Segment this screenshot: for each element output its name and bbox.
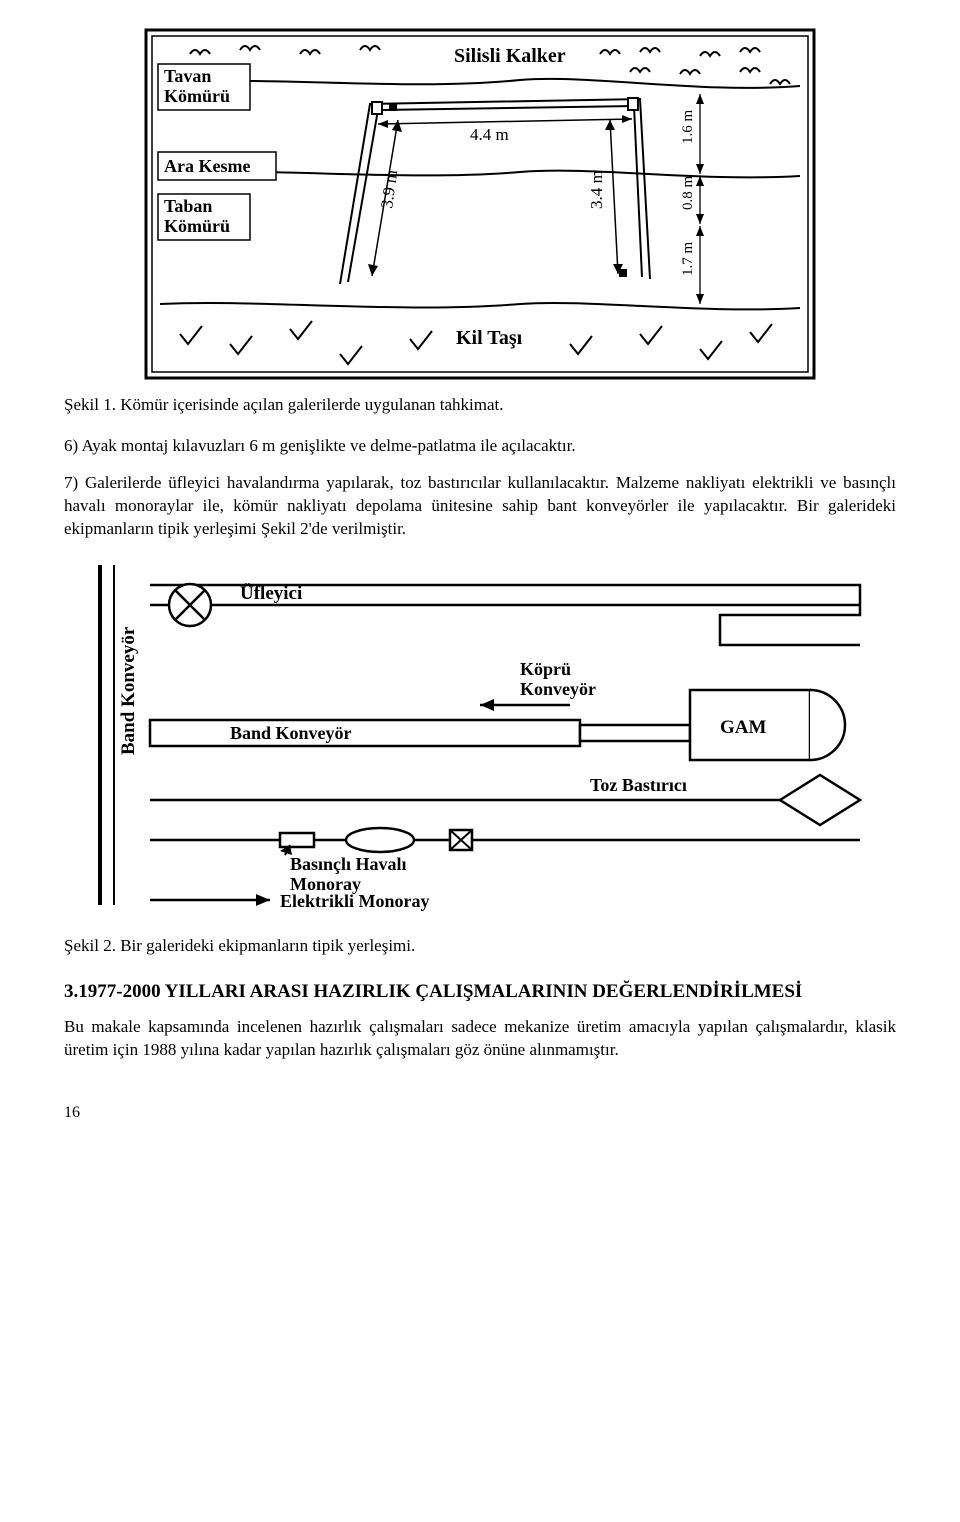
- fig2-label-band-vertical: Band Konveyör: [118, 626, 139, 755]
- fig1-label-tavan2: Kömürü: [164, 86, 230, 106]
- fig1-label-silisli: Silisli Kalker: [454, 45, 566, 67]
- fig2-label-elektrikli: Elektrikli Monoray: [280, 891, 430, 911]
- paragraph-7: 7) Galerilerde üfleyici havalandırma yap…: [64, 472, 896, 541]
- figure-2: Band Konveyör Üfleyici Band Konveyör Köp…: [64, 555, 896, 925]
- paragraph-last: Bu makale kapsamında incelenen hazırlık …: [64, 1016, 896, 1062]
- fig1-label-taban2: Kömürü: [164, 216, 230, 236]
- fig1-label-kil: Kil Taşı: [456, 327, 523, 349]
- fig1-dim-16: 1.6 m: [680, 110, 696, 145]
- fig2-label-kopru2: Konveyör: [520, 679, 596, 699]
- page-number: 16: [64, 1102, 896, 1124]
- section-heading: 3.1977-2000 YILLARI ARASI HAZIRLIK ÇALIŞ…: [64, 980, 896, 1005]
- fig1-label-taban1: Taban: [164, 196, 212, 216]
- paragraph-6: 6) Ayak montaj kılavuzları 6 m genişlikt…: [64, 435, 896, 458]
- fig1-label-ara: Ara Kesme: [164, 156, 250, 176]
- fig2-label-basincli1: Basınçlı Havalı: [290, 854, 407, 874]
- fig1-dim-08: 0.8 m: [680, 176, 696, 211]
- fig1-dim-44: 4.4 m: [470, 125, 509, 144]
- figure-1-caption: Şekil 1. Kömür içerisinde açılan galeril…: [64, 394, 896, 417]
- fig2-label-ufleyici: Üfleyici: [240, 583, 302, 604]
- fig1-label-tavan1: Tavan: [164, 66, 211, 86]
- fig2-label-kopru1: Köprü: [520, 659, 571, 679]
- figure-1: Tavan Kömürü Ara Kesme Taban Kömürü Sili…: [64, 24, 896, 384]
- fig2-label-band-h: Band Konveyör: [230, 723, 352, 743]
- fig2-label-gam: GAM: [720, 717, 767, 738]
- fig1-dim-34: 3.4 m: [587, 170, 606, 209]
- figure-2-caption: Şekil 2. Bir galerideki ekipmanların tip…: [64, 935, 896, 958]
- fig1-dim-17: 1.7 m: [680, 242, 696, 277]
- fig2-label-toz: Toz Bastırıcı: [590, 775, 687, 795]
